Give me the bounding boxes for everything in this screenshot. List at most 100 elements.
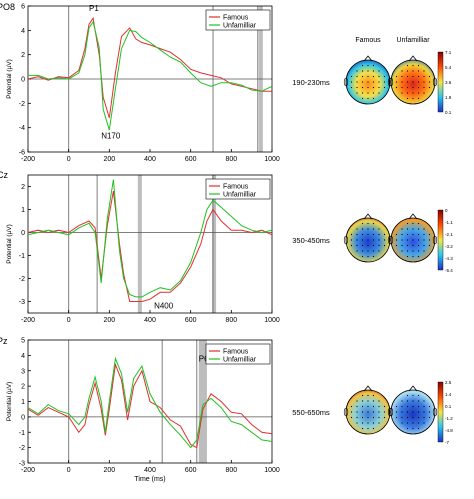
electrode-dot bbox=[383, 416, 386, 419]
electrode-dot bbox=[356, 250, 358, 252]
head-ear-outline bbox=[388, 235, 394, 245]
electrode-dot bbox=[412, 400, 414, 402]
electrode-dot bbox=[372, 81, 375, 83]
colorbar bbox=[437, 381, 444, 443]
electrode-dot bbox=[372, 250, 375, 252]
y-tick-label: -3 bbox=[19, 461, 25, 468]
electrode-dot bbox=[406, 75, 409, 78]
electrode-dot bbox=[401, 233, 403, 236]
electrode-dot bbox=[367, 75, 369, 78]
electrode-dot bbox=[383, 405, 386, 408]
electrode-dot bbox=[423, 75, 425, 78]
channel-label: PO8 bbox=[0, 2, 15, 12]
electrode-dot bbox=[378, 422, 380, 424]
colorbar-tick-label: -5.4 bbox=[445, 268, 453, 273]
shaded-window bbox=[212, 175, 217, 313]
x-tick-label: -200 bbox=[21, 317, 35, 324]
y-tick-label: 3 bbox=[21, 368, 25, 375]
electrode-dot bbox=[423, 239, 425, 241]
electrode-dot bbox=[350, 81, 353, 83]
electrode-dot bbox=[378, 81, 380, 83]
electrode-dot bbox=[417, 422, 420, 424]
electrode-dot bbox=[361, 422, 364, 424]
electrode-dot bbox=[367, 239, 369, 241]
electrode-dot bbox=[412, 250, 414, 252]
electrode-dot bbox=[406, 422, 409, 424]
electrode-dot bbox=[423, 400, 425, 402]
y-tick-label: 5 bbox=[21, 338, 25, 345]
electrode-dot bbox=[406, 400, 409, 402]
electrode-dot bbox=[412, 239, 414, 241]
shaded-window bbox=[198, 340, 207, 463]
x-tick-label: 800 bbox=[225, 467, 237, 474]
electrode-dot bbox=[356, 75, 358, 78]
electrode-dot bbox=[401, 92, 403, 94]
electrode-dot bbox=[361, 244, 364, 247]
electrode-dot bbox=[367, 228, 369, 230]
electrode-dot bbox=[367, 70, 369, 72]
electrode-dot bbox=[423, 422, 425, 424]
electrode-dot bbox=[406, 228, 409, 230]
y-tick-label: -2 bbox=[19, 101, 25, 108]
legend-box bbox=[205, 9, 271, 31]
electrode-dot bbox=[361, 250, 364, 252]
electrode-dot bbox=[423, 250, 425, 252]
electrode-dot bbox=[406, 81, 409, 83]
electrode-dot bbox=[367, 400, 369, 402]
colorbar-tick-label: -4.8 bbox=[445, 428, 453, 433]
electrode-dot bbox=[417, 416, 420, 419]
head-ear-outline bbox=[432, 77, 438, 87]
electrode-dot bbox=[417, 228, 420, 230]
electrode-dot bbox=[406, 86, 409, 89]
electrode-dot bbox=[361, 416, 364, 419]
electrode-dot bbox=[401, 86, 403, 89]
electrode-dot bbox=[367, 64, 369, 67]
electrode-dot bbox=[372, 228, 375, 230]
electrode-dot bbox=[401, 422, 403, 424]
colorbar-tick-label: -7 bbox=[445, 440, 449, 445]
series-line-unfamiliar bbox=[27, 179, 273, 298]
colorbar-tick-label: 0 bbox=[445, 208, 448, 213]
electrode-dot bbox=[412, 81, 414, 83]
electrode-dot bbox=[417, 64, 420, 67]
electrode-dot bbox=[372, 233, 375, 236]
y-axis-label: Potential (µV) bbox=[6, 382, 13, 422]
electrode-dot bbox=[372, 255, 375, 258]
electrode-dot bbox=[412, 255, 414, 258]
electrode-dot bbox=[367, 255, 369, 258]
electrode-dot bbox=[428, 75, 431, 78]
head-ear-outline bbox=[343, 407, 349, 417]
electrode-dot bbox=[383, 239, 386, 241]
electrode-dot bbox=[406, 250, 409, 252]
colorbar bbox=[437, 209, 444, 271]
y-tick-label: 0 bbox=[21, 414, 25, 421]
electrode-dot bbox=[401, 244, 403, 247]
electrode-dot bbox=[401, 250, 403, 252]
electrode-dot bbox=[367, 427, 369, 430]
electrode-dot bbox=[383, 86, 386, 89]
colorbar-tick-label: -2.1 bbox=[445, 232, 453, 237]
electrode-dot bbox=[417, 233, 420, 236]
electrode-dot bbox=[428, 233, 431, 236]
electrode-dot bbox=[406, 70, 409, 72]
legend-label: Unfamilliar bbox=[223, 23, 257, 30]
electrode-dot bbox=[417, 97, 420, 100]
electrode-dot bbox=[361, 411, 364, 413]
electrode-dot bbox=[417, 394, 420, 397]
y-tick-label: -1 bbox=[19, 430, 25, 437]
y-tick-label: 1 bbox=[21, 399, 25, 406]
electrode-dot bbox=[417, 244, 420, 247]
electrode-dot bbox=[395, 416, 398, 419]
head-ear-outline bbox=[432, 235, 438, 245]
head-nose-outline bbox=[363, 55, 373, 62]
electrode-dot bbox=[412, 244, 414, 247]
electrode-dot bbox=[412, 427, 414, 430]
legend-box bbox=[205, 178, 271, 200]
colorbar-tick-label: -1.1 bbox=[445, 220, 453, 225]
x-tick-label: 200 bbox=[103, 156, 115, 163]
electrode-dot bbox=[423, 86, 425, 89]
electrode-dot bbox=[367, 244, 369, 247]
electrode-dot bbox=[361, 255, 364, 258]
colorbar-tick-label: 5.4 bbox=[445, 65, 452, 70]
colorbar-tick-label: 0.1 bbox=[445, 404, 452, 409]
